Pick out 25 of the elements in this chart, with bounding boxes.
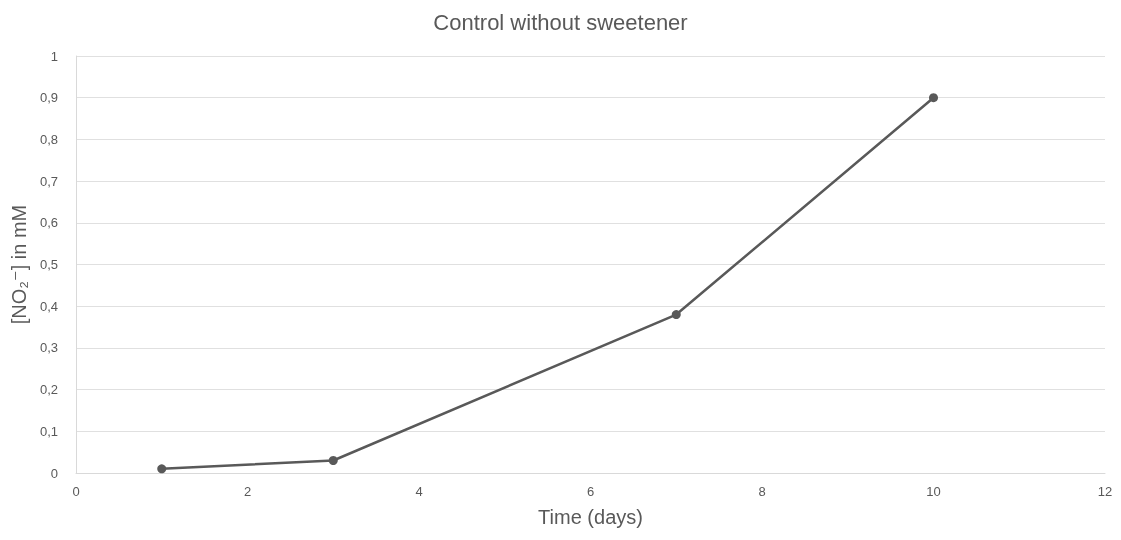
y-tick-label: 1 bbox=[50, 48, 58, 64]
y-tick-label: 0,2 bbox=[39, 382, 58, 398]
y-tick-label: 0,6 bbox=[39, 215, 58, 231]
y-tick-label: 0 bbox=[50, 465, 58, 481]
x-tick-label: 12 bbox=[1097, 484, 1113, 499]
y-tick-label: 0,8 bbox=[39, 131, 58, 147]
x-tick-label: 2 bbox=[243, 484, 252, 499]
y-tick-label: 0,1 bbox=[39, 423, 58, 439]
x-axis-title: Time (days) bbox=[538, 506, 643, 528]
point bbox=[671, 310, 681, 320]
y-tick-label: 0,5 bbox=[39, 257, 58, 272]
y-tick-label: 0,9 bbox=[39, 90, 58, 106]
x-tick-label: 4 bbox=[415, 484, 423, 499]
x-tick-label: 6 bbox=[586, 484, 595, 499]
point bbox=[929, 93, 938, 103]
y-tick-label: 0,7 bbox=[39, 173, 58, 189]
y-axis-title: [NO₂⁻] in mM bbox=[8, 204, 31, 325]
x-tick-label: 8 bbox=[758, 484, 766, 499]
chart-title: Control without sweetener bbox=[433, 9, 688, 35]
point bbox=[157, 464, 167, 474]
point bbox=[328, 455, 338, 465]
y-tick-label: 0,3 bbox=[39, 340, 58, 356]
y-tick-label: 0,4 bbox=[39, 298, 58, 314]
x-tick-label: 0 bbox=[72, 484, 80, 499]
x-tick-label: 10 bbox=[926, 484, 941, 499]
